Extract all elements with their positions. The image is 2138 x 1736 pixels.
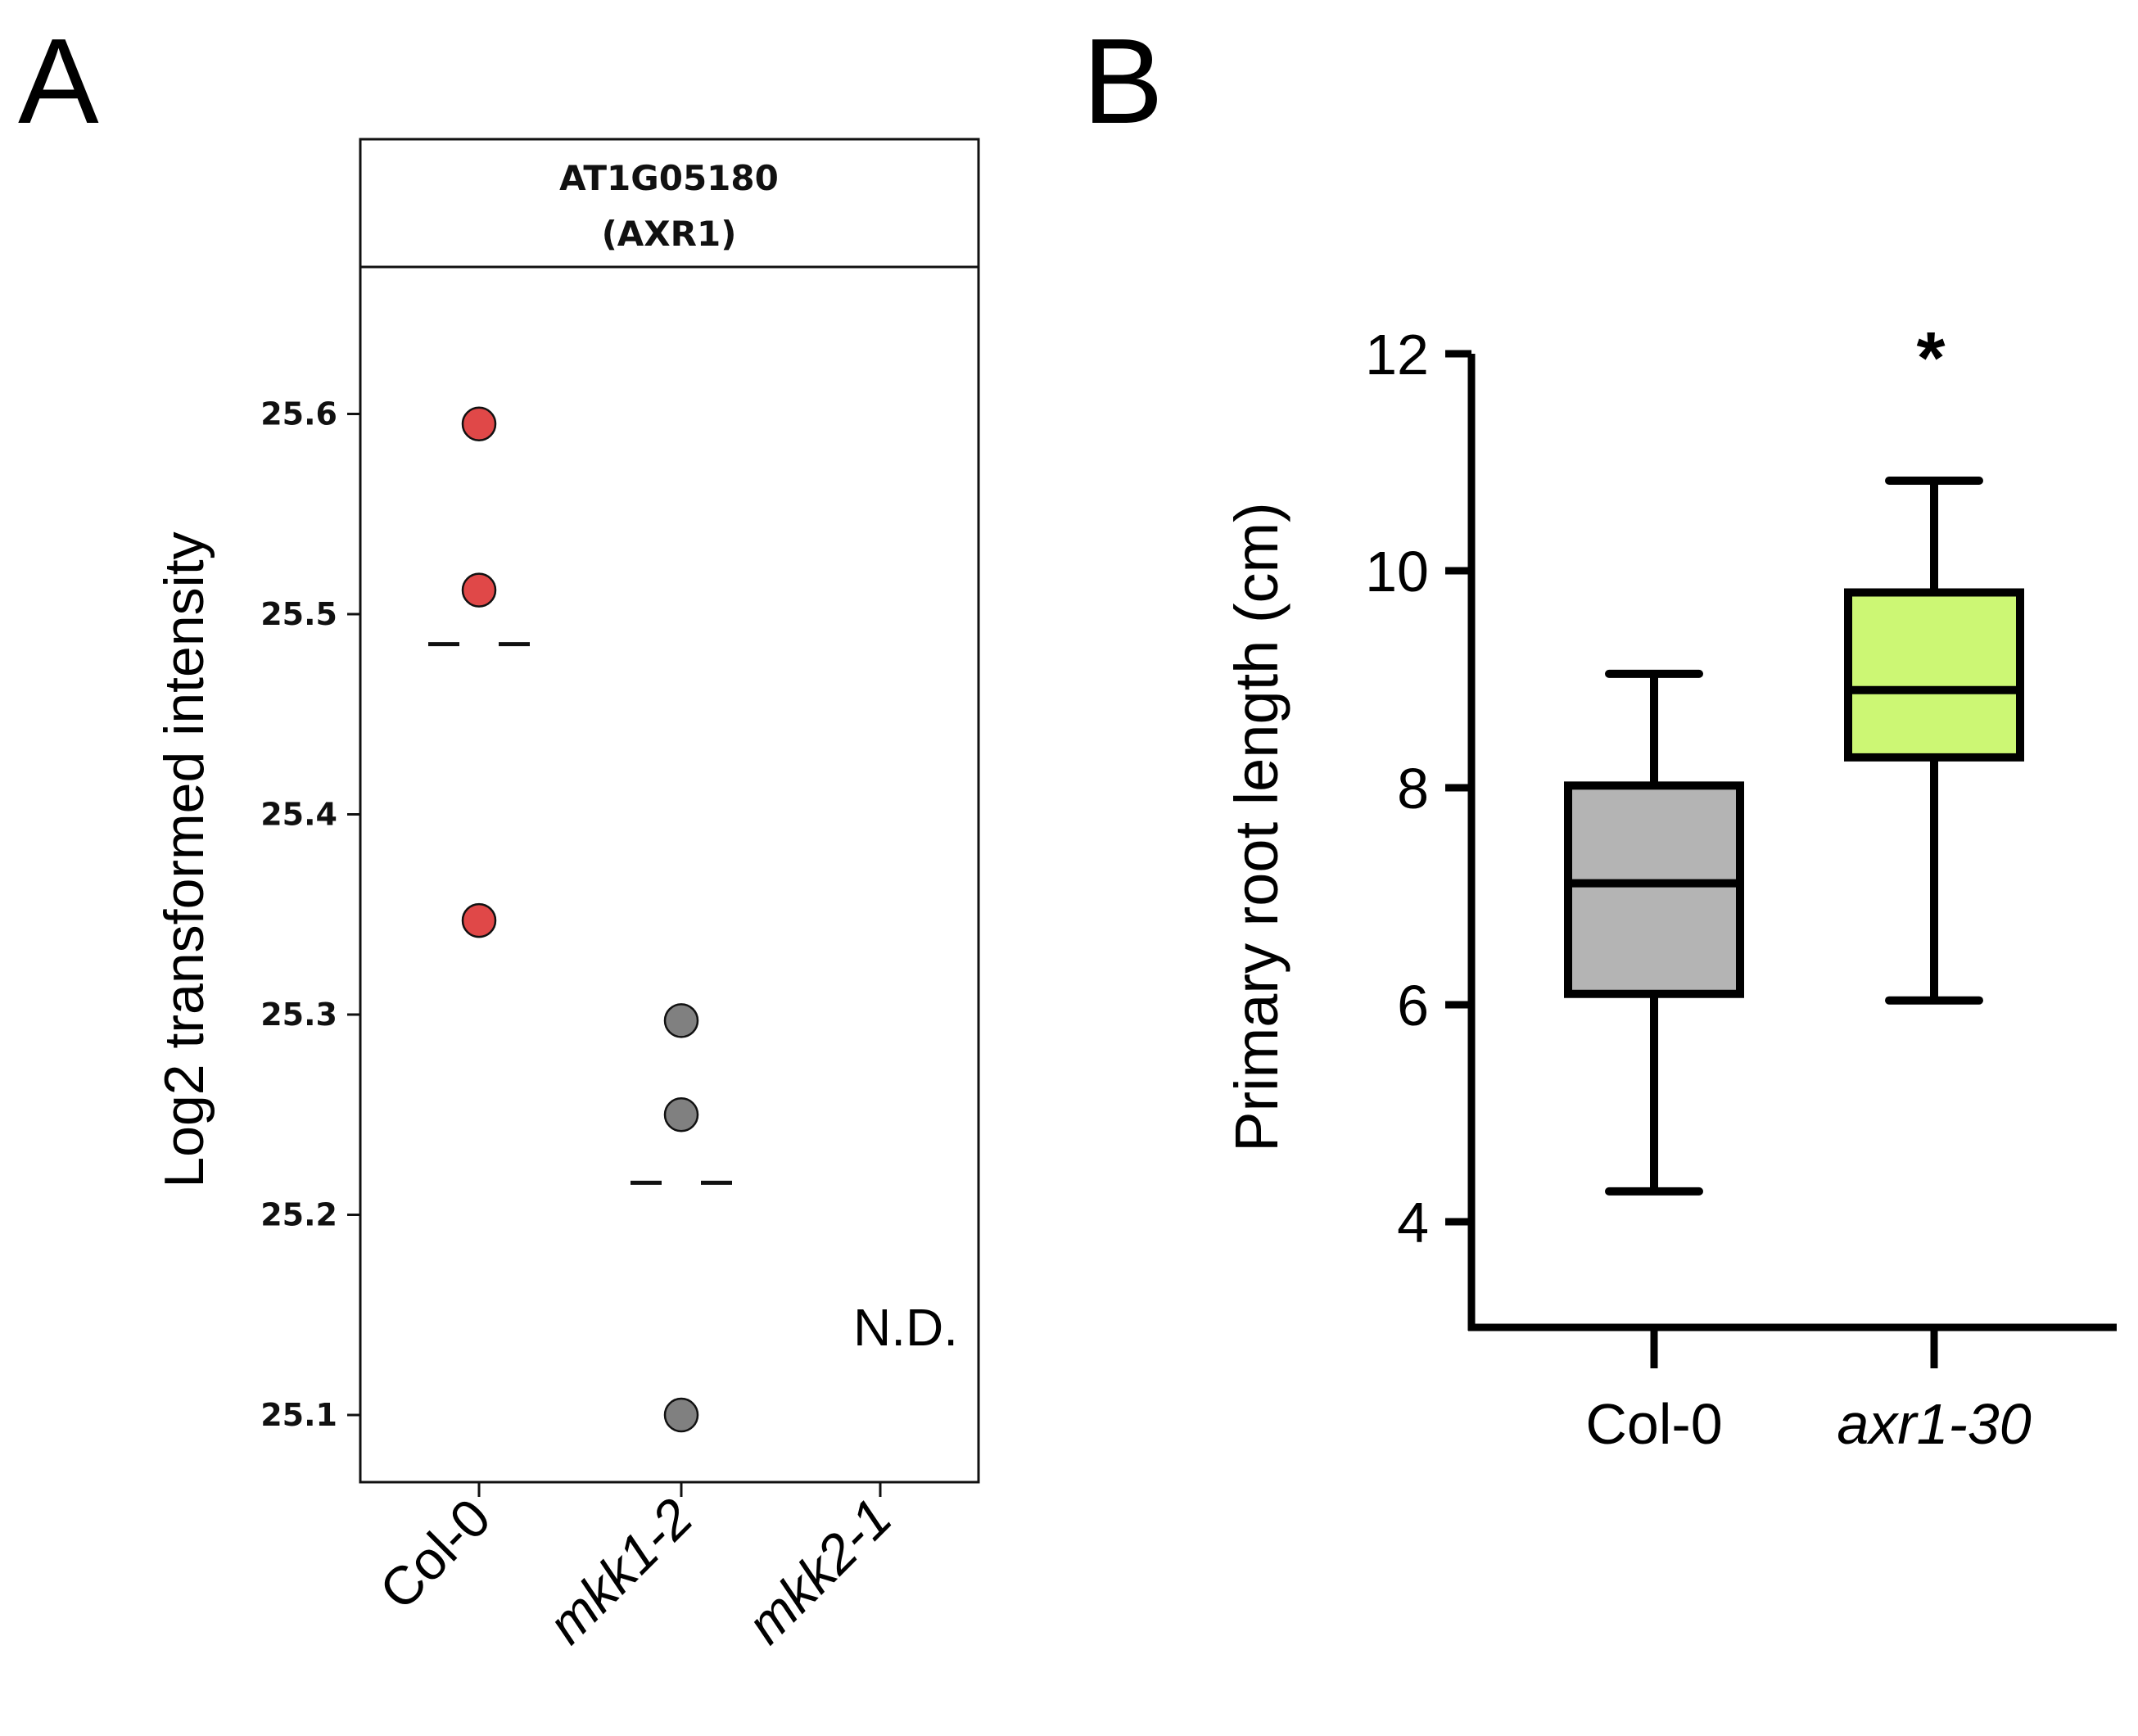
panel-b-box (1844, 588, 2024, 762)
panel-b-y-tick-label: 4 (1397, 1191, 1429, 1255)
panel-a-y-tick-label: 25.1 (260, 1397, 337, 1433)
panel-a-y-axis-label: Log2 transformed intensity (153, 531, 215, 1187)
panel-a-x-tick-label: mkk1-2 (536, 1487, 704, 1655)
panel-b-chart: Primary root length (cm) 4 6 8 10 12 Col-0 ax… (1223, 318, 2117, 1456)
panel-b-x-tick-label: axr1-30 (1837, 1392, 2031, 1456)
panel-a-data-point (461, 406, 497, 441)
panel-a-data-point (663, 1397, 699, 1433)
panel-a-strip-title-line1: AT1G05180 (559, 158, 779, 198)
panel-a-nd-annotation: N.D. (853, 1298, 958, 1357)
panel-b-y-axis-label: Primary root length (cm) (1223, 502, 1290, 1152)
panel-a-data-point (461, 572, 497, 608)
panel-a-y-tick-label: 25.6 (260, 396, 337, 432)
panel-a-y-tick-label: 25.2 (260, 1197, 337, 1233)
panel-a-data-point (663, 1003, 699, 1038)
panel-a-label: A (18, 14, 99, 149)
panel-a-plot-frame (359, 138, 980, 1484)
panel-b-y-tick-label: 6 (1397, 974, 1429, 1038)
panel-a-chart: AT1G05180 (AXR1) Log2 transformed intens… (153, 138, 980, 1655)
panel-b-box (1564, 781, 1744, 998)
panel-a-x-tick-label: mkk2-1 (735, 1487, 903, 1655)
panel-a-data-point (663, 1097, 699, 1132)
panel-a-y-tick-label: 25.3 (260, 997, 337, 1033)
panel-b-y-tick-label: 8 (1397, 757, 1429, 821)
panel-a-data-point (461, 902, 497, 938)
panel-b-x-tick-label: Col-0 (1585, 1392, 1722, 1456)
panel-b-y-tick-label: 12 (1365, 323, 1429, 387)
panel-a-strip-title-line2: (AXR1) (602, 214, 737, 254)
panel-b-significance-star: * (1916, 318, 1945, 400)
panel-a-y-tick-label: 25.4 (260, 797, 337, 833)
panel-a-x-tick-label: Col-0 (368, 1487, 502, 1621)
panel-b-y-tick-label: 10 (1365, 540, 1429, 604)
panel-b-label: B (1083, 14, 1164, 149)
panel-a-y-tick-label: 25.5 (260, 596, 337, 632)
